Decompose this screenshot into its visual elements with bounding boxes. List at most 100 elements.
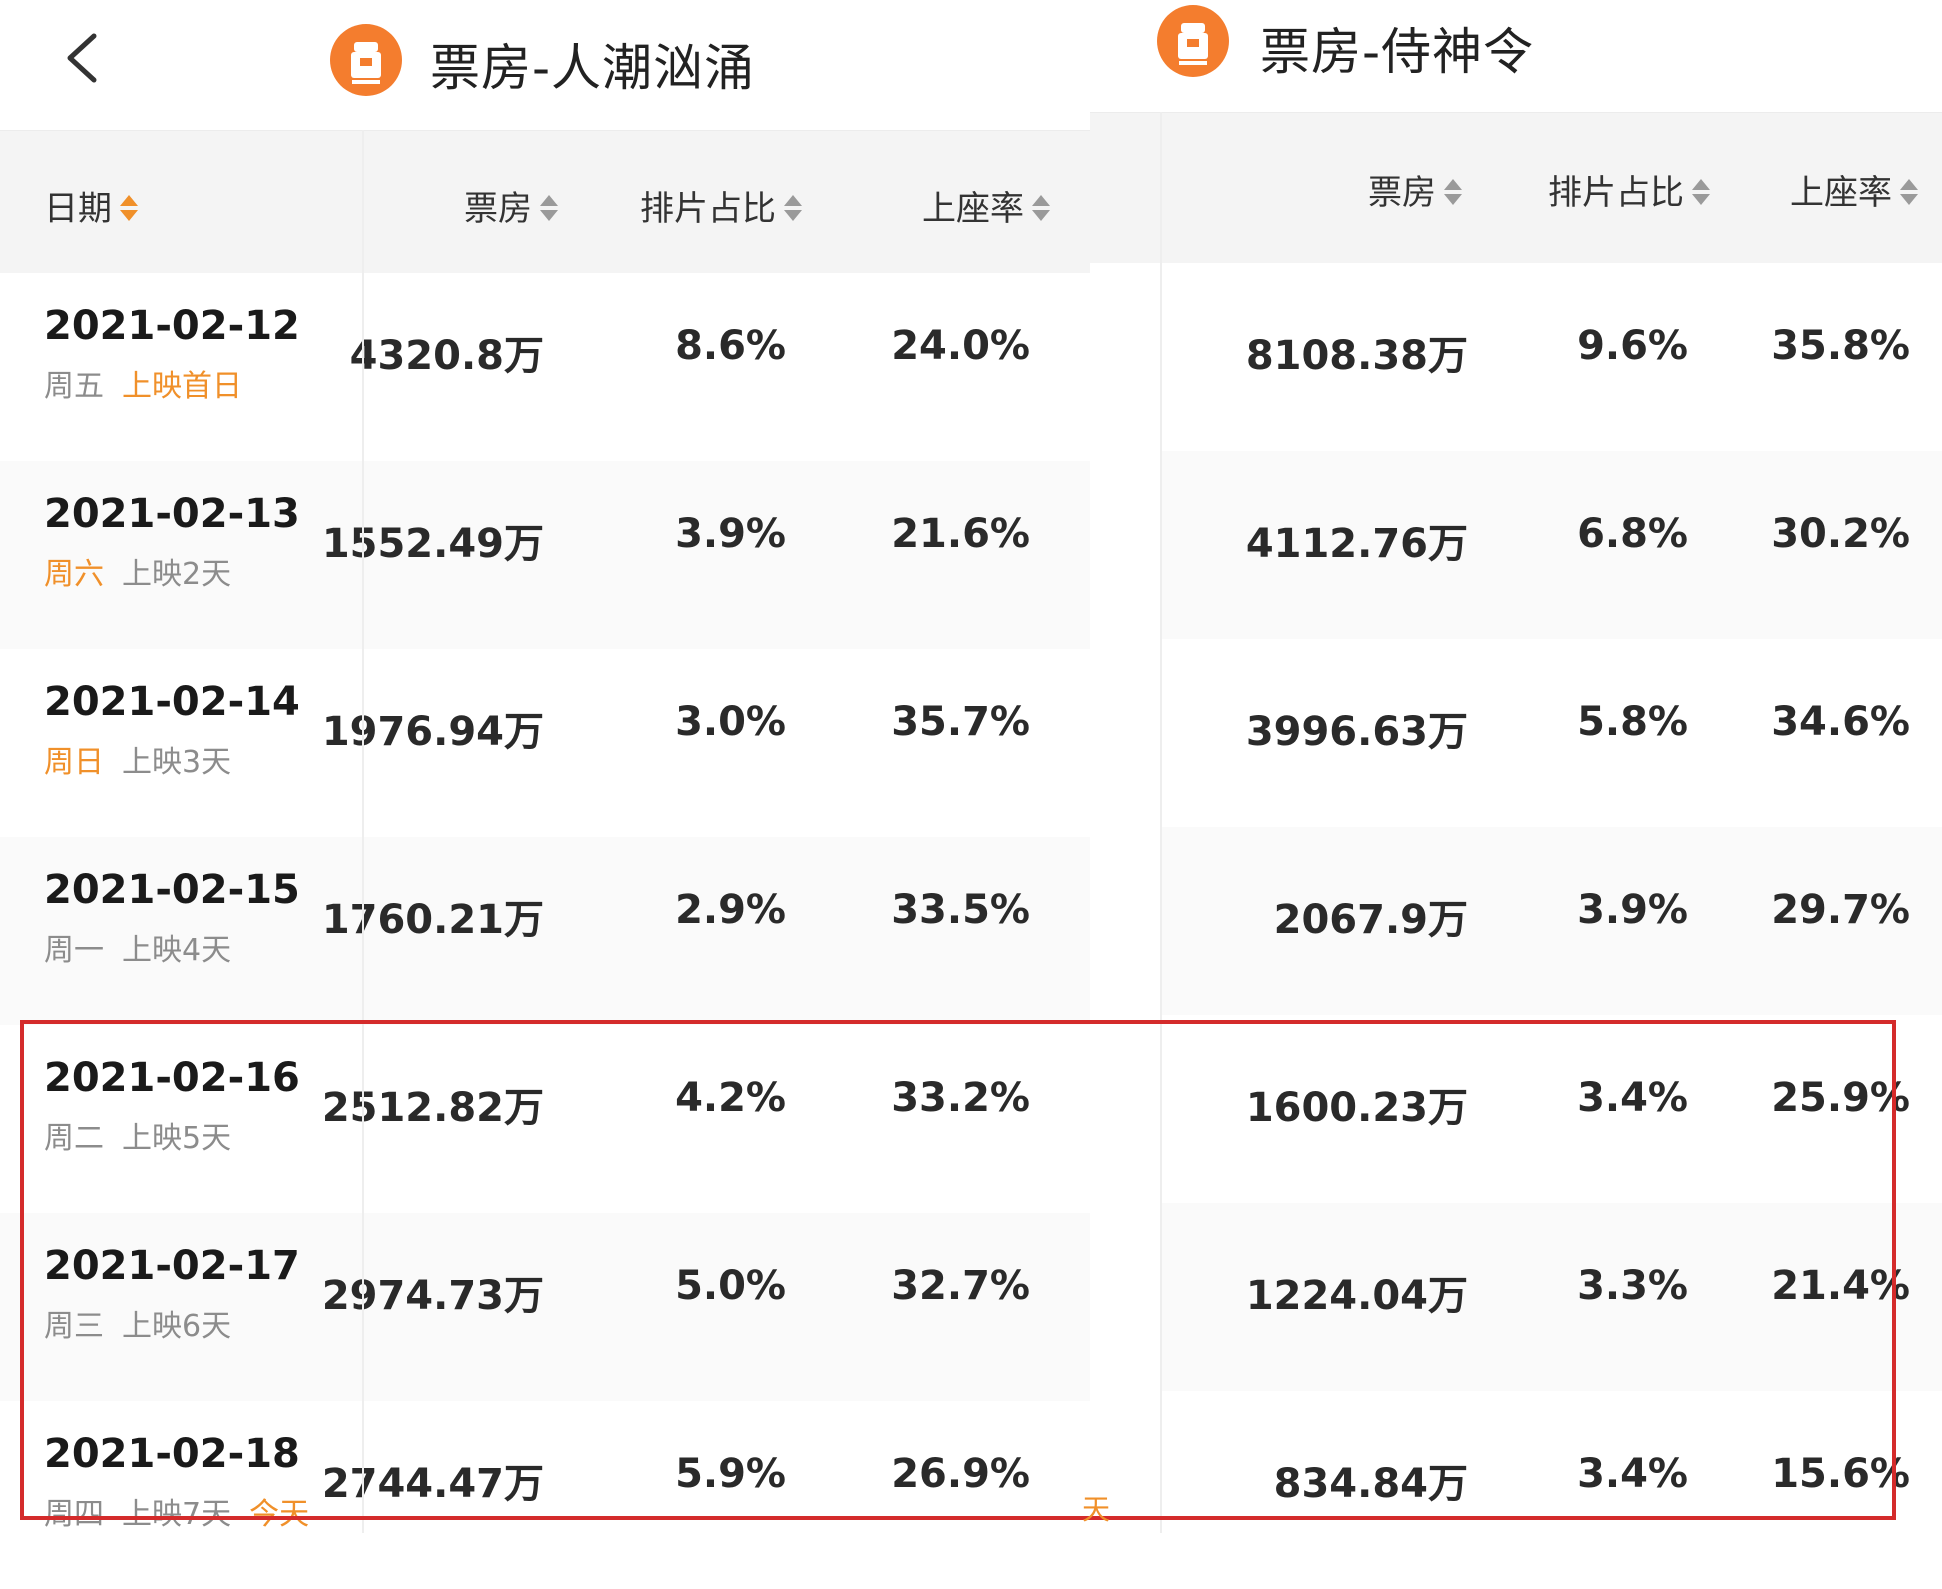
screening-share-cell: 3.0%	[675, 699, 786, 745]
occupancy-cell: 26.9%	[891, 1451, 1030, 1497]
date-cell: 2021-02-16 周二 上映5天	[0, 1025, 362, 1213]
table-row[interactable]: 1224.04万 3.3% 21.4%	[1162, 1203, 1942, 1391]
table-row[interactable]: 2021-02-17 周三 上映6天 2974.73万 5.0% 32.7%	[0, 1213, 1090, 1401]
occupancy-cell: 25.9%	[1771, 1075, 1910, 1121]
box-office-cell: 2512.82万	[321, 1085, 544, 1131]
left-panel: 票房-人潮汹涌 日期 票房 排片占比 上座率 2021-02-12 周五 上映首日 4…	[0, 0, 1090, 1533]
box-office-cell: 3996.63万	[1245, 709, 1468, 755]
box-office-logo-icon	[1157, 5, 1229, 77]
table-row[interactable]: 2021-02-16 周二 上映5天 2512.82万 4.2% 33.2%	[0, 1025, 1090, 1213]
release-day-label: 上映2天	[122, 557, 232, 592]
box-office-logo-icon	[330, 24, 402, 96]
date-subtitle: 周日 上映3天	[44, 737, 249, 781]
screening-share-cell: 3.4%	[1577, 1075, 1688, 1121]
occupancy-header-label: 上座率	[1790, 173, 1892, 213]
back-button[interactable]	[58, 28, 106, 88]
left-edge-divider	[1160, 112, 1162, 1533]
sort-icon-orange	[118, 191, 140, 225]
table-row[interactable]: 2021-02-15 周一 上映4天 1760.21万 2.9% 33.5%	[0, 837, 1090, 1025]
sort-screening-share-header[interactable]: 排片占比	[640, 181, 804, 230]
release-day-label: 上映首日	[122, 369, 242, 404]
date-subtitle: 周四 上映7天 今天	[44, 1489, 327, 1533]
weekday-label: 周五	[44, 369, 104, 404]
occupancy-header-label: 上座率	[922, 189, 1024, 229]
screening-share-cell: 2.9%	[675, 887, 786, 933]
weekday-label: 周三	[44, 1309, 104, 1344]
date-value: 2021-02-18	[44, 1431, 300, 1477]
screening-share-cell: 8.6%	[675, 323, 786, 369]
occupancy-cell: 30.2%	[1771, 511, 1910, 557]
table-row[interactable]: 3996.63万 5.8% 34.6%	[1162, 639, 1942, 827]
sort-occupancy-header[interactable]: 上座率	[1790, 165, 1920, 214]
box-office-cell: 1224.04万	[1245, 1273, 1468, 1319]
date-cell: 2021-02-18 周四 上映7天 今天	[0, 1401, 362, 1589]
release-day-label: 上映3天	[122, 745, 232, 780]
left-header: 票房-人潮汹涌	[0, 0, 1090, 131]
date-value: 2021-02-13	[44, 491, 300, 537]
date-value: 2021-02-12	[44, 303, 300, 349]
date-cell: 2021-02-12 周五 上映首日	[0, 273, 362, 461]
screening-share-header-label: 排片占比	[1548, 173, 1684, 213]
table-row[interactable]: 2067.9万 3.9% 29.7%	[1162, 827, 1942, 1015]
sort-screening-share-header[interactable]: 排片占比	[1548, 165, 1712, 214]
sort-box-office-header[interactable]: 票房	[464, 181, 560, 230]
date-subtitle: 周五 上映首日	[44, 361, 260, 405]
sort-icon	[1030, 191, 1052, 225]
chevron-left-icon	[67, 33, 97, 83]
occupancy-cell: 35.8%	[1771, 323, 1910, 369]
box-office-cell: 4112.76万	[1245, 521, 1468, 567]
table-row[interactable]: 2021-02-12 周五 上映首日 4320.8万 8.6% 24.0%	[0, 273, 1090, 461]
page-title: 票房-人潮汹涌	[430, 39, 756, 97]
table-row[interactable]: 2021-02-18 周四 上映7天 今天 2744.47万 5.9% 26.9%	[0, 1401, 1090, 1589]
table-row[interactable]: 8108.38万 9.6% 35.8%	[1162, 263, 1942, 451]
table-row[interactable]: 1600.23万 3.4% 25.9%	[1162, 1015, 1942, 1203]
sort-occupancy-header[interactable]: 上座率	[922, 181, 1052, 230]
weekday-label: 周六	[44, 557, 104, 592]
screening-share-cell: 3.9%	[1577, 887, 1688, 933]
right-header: 票房-侍神令	[1090, 0, 1942, 113]
screening-share-header-label: 排片占比	[640, 189, 776, 229]
today-badge: 今天	[249, 1497, 310, 1532]
weekday-label: 周四	[44, 1497, 104, 1532]
date-subtitle: 周六 上映2天	[44, 549, 249, 593]
box-office-header-label: 票房	[464, 189, 532, 229]
table-row[interactable]: 834.84万 3.4% 15.6%	[1162, 1391, 1942, 1579]
screening-share-cell: 3.9%	[675, 511, 786, 557]
sort-box-office-header[interactable]: 票房	[1368, 165, 1464, 214]
screening-share-cell: 5.9%	[675, 1451, 786, 1497]
right-panel: 票房-侍神令 票房 排片占比 上座率 8108.38万 9.6% 35.8% 4112…	[1090, 0, 1942, 1533]
screening-share-cell: 9.6%	[1577, 323, 1688, 369]
date-header-label: 日期	[44, 189, 112, 229]
date-cell: 2021-02-14 周日 上映3天	[0, 649, 362, 837]
box-office-cell: 8108.38万	[1245, 333, 1468, 379]
date-value: 2021-02-14	[44, 679, 300, 725]
occupancy-cell: 35.7%	[891, 699, 1030, 745]
occupancy-cell: 15.6%	[1771, 1451, 1910, 1497]
box-office-cell: 1552.49万	[321, 521, 544, 567]
date-cell: 2021-02-15 周一 上映4天	[0, 837, 362, 1025]
screening-share-cell: 3.3%	[1577, 1263, 1688, 1309]
table-row[interactable]: 2021-02-13 周六 上映2天 1552.49万 3.9% 21.6%	[0, 461, 1090, 649]
occupancy-cell: 33.2%	[891, 1075, 1030, 1121]
box-office-cell: 1976.94万	[321, 709, 544, 755]
box-office-cell: 2974.73万	[321, 1273, 544, 1319]
frozen-column-divider	[362, 130, 364, 1533]
screening-share-cell: 4.2%	[675, 1075, 786, 1121]
occupancy-cell: 34.6%	[1771, 699, 1910, 745]
date-cell: 2021-02-13 周六 上映2天	[0, 461, 362, 649]
sort-icon	[538, 191, 560, 225]
table-row[interactable]: 2021-02-14 周日 上映3天 1976.94万 3.0% 35.7%	[0, 649, 1090, 837]
sort-date-header[interactable]: 日期	[44, 181, 140, 230]
box-office-cell: 1600.23万	[1245, 1085, 1468, 1131]
occupancy-cell: 21.4%	[1771, 1263, 1910, 1309]
screening-share-cell: 5.0%	[675, 1263, 786, 1309]
date-subtitle: 周二 上映5天	[44, 1113, 249, 1157]
occupancy-cell: 24.0%	[891, 323, 1030, 369]
release-day-label: 上映5天	[122, 1121, 232, 1156]
date-value: 2021-02-17	[44, 1243, 300, 1289]
box-office-cell: 4320.8万	[349, 333, 544, 379]
date-cell: 2021-02-17 周三 上映6天	[0, 1213, 362, 1401]
occupancy-cell: 21.6%	[891, 511, 1030, 557]
stray-text-fragment: 天	[1082, 1493, 1111, 1526]
table-row[interactable]: 4112.76万 6.8% 30.2%	[1162, 451, 1942, 639]
